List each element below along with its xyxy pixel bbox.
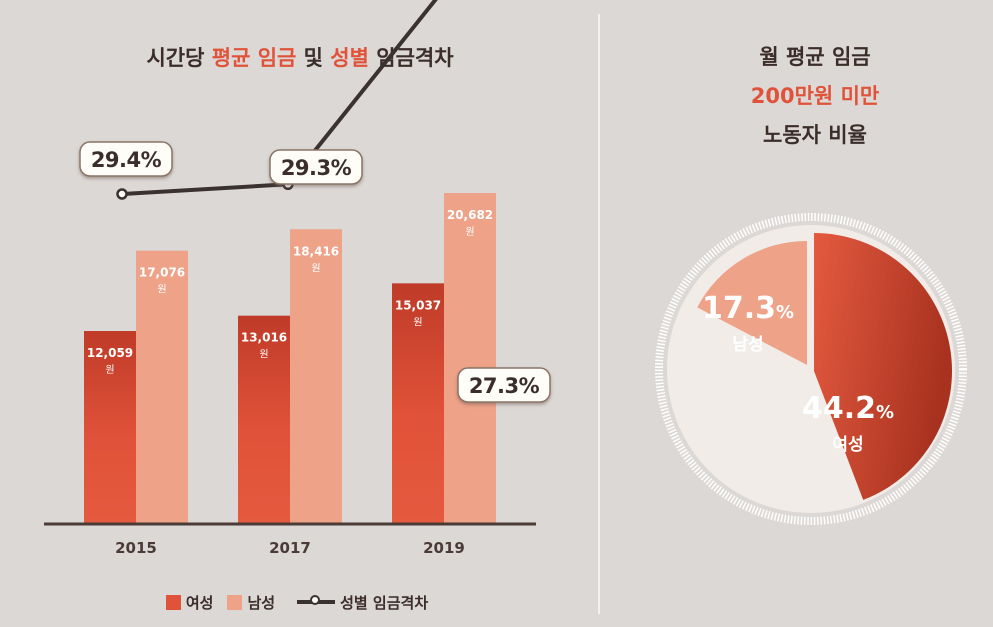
bar-unit-male-2017: 원 [311, 262, 320, 274]
bar-unit-male-2015: 원 [157, 284, 166, 296]
bar-female-2017 [238, 315, 290, 524]
gap-callout-2015: 29.4% [79, 141, 173, 177]
gap-point-2015 [116, 188, 128, 200]
legend-line-marker [297, 595, 336, 605]
pie-name-male: 남성 [732, 335, 763, 355]
gap-callout-2017: 29.3% [269, 149, 363, 185]
bar-male-2015 [136, 250, 188, 524]
legend-item-gap: 성별 임금격차 [289, 592, 428, 613]
bar-value-female-2017: 13,016 [241, 331, 287, 345]
bar-male-2017 [290, 229, 342, 525]
pie-slice-female [814, 233, 953, 500]
legend-label-male: 남성 [247, 593, 276, 612]
bar-unit-female-2017: 원 [259, 349, 268, 361]
bar-unit-male-2019: 원 [465, 226, 474, 238]
bar-chart: 12,059 원 17,076 원 2015 13,016 원 18,416 원 2017 15,0… [44, 0, 551, 557]
bar-value-male-2015: 17,076 [139, 266, 185, 280]
pie-name-female: 여성 [832, 435, 863, 455]
pie-title-line3: 노동자 비율 [763, 123, 867, 147]
legend-item-female: 여성 [165, 592, 214, 613]
gap-callout-2019: 27.3% [457, 367, 551, 403]
pie-title-line1: 월 평균 임금 [759, 45, 871, 69]
pie-slice-male [697, 241, 807, 365]
x-tick-2019: 2019 [423, 539, 465, 557]
pie-value-male: 17.3% [702, 291, 794, 326]
pie-tick-ring [655, 213, 967, 525]
bar-male-2019 [444, 193, 496, 524]
legend-label-female: 여성 [185, 593, 214, 612]
title-prefix: 시간당 [146, 46, 212, 70]
legend-item-male: 남성 [227, 592, 275, 613]
gap-callout-label: 27.3% [469, 374, 540, 398]
bar-female-2019 [392, 283, 444, 524]
bar-value-female-2015: 12,059 [87, 346, 133, 360]
bar-unit-female-2019: 원 [413, 316, 422, 328]
legend-swatch-female [165, 594, 181, 610]
title-mid: 및 [296, 46, 331, 70]
panel-divider [598, 14, 600, 614]
x-tick-2017: 2017 [269, 539, 311, 557]
legend: 여성 남성 성별 임금격차 [0, 590, 600, 614]
legend-label-gap: 성별 임금격차 [340, 593, 429, 612]
bar-value-male-2017: 18,416 [293, 244, 339, 258]
bar-value-female-2019: 15,037 [395, 298, 441, 312]
bar-unit-female-2015: 원 [105, 364, 114, 376]
pie-title-line2: 200만원 미만 [750, 84, 880, 108]
bar-female-2015 [84, 331, 136, 524]
gap-callout-box [457, 367, 551, 403]
gap-callout-label: 29.4% [91, 148, 162, 172]
legend-swatch-male [227, 594, 243, 610]
x-tick-2015: 2015 [115, 539, 157, 557]
gap-callout-box [79, 141, 173, 177]
title-highlight-gender: 성별 [330, 46, 369, 70]
title-highlight-avg-wage: 평균 임금 [211, 46, 297, 70]
gap-callout-label: 29.3% [281, 156, 352, 180]
gap-callout-box [269, 149, 363, 185]
bar-value-male-2019: 20,682 [447, 208, 493, 222]
pie-chart-title: 월 평균 임금 200만원 미만 노동자 비율 [700, 38, 930, 155]
